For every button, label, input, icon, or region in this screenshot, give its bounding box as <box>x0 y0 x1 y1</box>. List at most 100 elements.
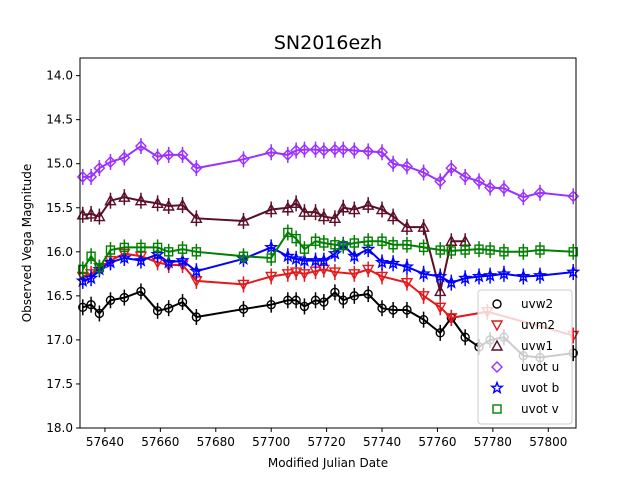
data-point-uvot-v <box>338 240 348 251</box>
data-point-uvw1 <box>434 285 447 297</box>
data-point-uvot-u <box>434 175 447 188</box>
series-line-uvot-b <box>82 243 574 284</box>
data-point-uvw2 <box>119 292 130 303</box>
data-point-uvw1 <box>289 196 303 209</box>
data-point-uvot-b <box>532 268 548 282</box>
data-point-uvot-v <box>435 245 445 255</box>
data-point-uvot-b <box>288 251 304 265</box>
series-uvot-u <box>76 138 580 206</box>
data-point-uvot-u <box>348 144 361 157</box>
data-point-uvot-u <box>497 182 510 195</box>
data-point-uvot-v <box>119 242 130 253</box>
y-tick-label: 17.0 <box>46 333 73 347</box>
x-tick-label: 57720 <box>308 435 346 449</box>
data-point-uvw1 <box>400 220 414 232</box>
data-point-uvot-b <box>399 259 415 273</box>
data-point-uvw1 <box>176 198 189 210</box>
data-point-uvm2 <box>281 269 295 281</box>
data-point-uvot-v <box>518 247 529 257</box>
data-point-uvm2 <box>289 267 303 279</box>
data-point-uvot-b <box>75 273 90 287</box>
legend-label: uvot u <box>521 360 559 374</box>
x-tick-label: 57780 <box>474 435 512 449</box>
data-point-uvot-v <box>499 247 509 257</box>
data-point-uvw2 <box>191 312 202 322</box>
y-axis-label: Observed Vega Magnitude <box>20 164 34 323</box>
data-point-uvw1 <box>151 196 164 209</box>
data-point-uvot-u <box>387 157 400 170</box>
data-point-uvw1 <box>281 201 295 213</box>
data-point-uvot-v <box>402 240 412 250</box>
data-point-uvw2 <box>377 303 387 313</box>
chart-title: SN2016ezh <box>274 32 382 54</box>
data-point-uvot-u <box>162 148 175 161</box>
series-uvot-b <box>75 236 581 291</box>
x-tick-label: 57700 <box>252 435 290 449</box>
data-point-uvm2 <box>328 267 342 279</box>
data-point-uvw2 <box>291 295 301 305</box>
data-point-uvot-u <box>309 143 322 156</box>
data-point-uvot-b <box>175 253 190 267</box>
legend-label: uvot b <box>521 381 559 395</box>
data-point-uvm2 <box>434 302 447 314</box>
data-point-uvot-v <box>152 242 163 253</box>
data-point-uvot-b <box>83 270 99 285</box>
y-tick-label: 16.0 <box>46 245 73 259</box>
data-point-uvw2 <box>435 328 445 338</box>
data-point-uvw2 <box>238 304 249 314</box>
data-point-uvot-b <box>264 239 279 254</box>
data-point-uvw1 <box>317 210 331 222</box>
data-point-uvot-b <box>117 250 132 265</box>
data-point-uvot-u <box>473 175 486 188</box>
data-point-uvw1 <box>361 198 375 210</box>
data-point-uvw1 <box>337 201 350 213</box>
data-point-uvm2 <box>298 269 311 281</box>
data-point-uvot-v <box>86 251 96 261</box>
data-point-uvw1 <box>134 194 148 206</box>
data-point-uvm2 <box>348 269 361 281</box>
y-tick-label: 16.5 <box>46 289 73 303</box>
data-point-uvot-v <box>266 253 276 263</box>
data-point-uvot-b <box>361 241 376 256</box>
data-point-uvw1 <box>298 205 311 217</box>
data-point-uvot-b <box>189 263 204 278</box>
data-point-uvw1 <box>386 210 400 222</box>
data-point-uvot-v <box>163 247 174 257</box>
data-point-uvot-b <box>316 253 331 267</box>
data-point-uvot-v <box>418 242 429 253</box>
data-point-uvot-v <box>105 245 116 255</box>
data-point-uvw1 <box>309 205 322 217</box>
data-point-uvot-u <box>459 170 472 183</box>
data-point-uvot-u <box>237 153 250 166</box>
data-point-uvot-v <box>299 244 310 254</box>
data-point-uvot-b <box>347 248 362 263</box>
data-point-uvw2 <box>299 301 310 312</box>
data-point-uvw1 <box>348 203 361 215</box>
data-point-uvot-b <box>516 268 531 283</box>
data-point-uvw2 <box>78 302 88 313</box>
data-point-uvot-b <box>496 266 512 280</box>
data-point-uvot-u <box>337 143 350 156</box>
x-tick-label: 57760 <box>418 435 456 449</box>
data-point-uvot-u <box>134 140 147 153</box>
data-point-uvw2 <box>338 295 348 305</box>
y-tick-label: 14.5 <box>46 113 73 127</box>
data-point-uvm2 <box>361 264 375 276</box>
data-point-uvw2 <box>319 297 329 307</box>
data-point-uvot-u <box>190 162 203 175</box>
data-point-uvw2 <box>94 308 105 319</box>
data-point-uvw2 <box>460 332 470 342</box>
data-point-uvot-u <box>317 144 330 157</box>
data-point-uvot-u <box>176 148 189 161</box>
data-point-uvot-v <box>446 246 457 256</box>
data-point-uvot-u <box>533 186 546 199</box>
legend-marker-uvot-u <box>491 361 503 373</box>
data-point-uvot-b <box>161 254 176 269</box>
data-point-uvot-u <box>484 181 497 194</box>
data-point-uvw2 <box>105 295 116 305</box>
x-tick-label: 57680 <box>197 435 235 449</box>
legend-label: uvw2 <box>521 297 553 311</box>
x-tick-label: 57660 <box>141 435 179 449</box>
data-point-uvot-u <box>151 150 164 163</box>
